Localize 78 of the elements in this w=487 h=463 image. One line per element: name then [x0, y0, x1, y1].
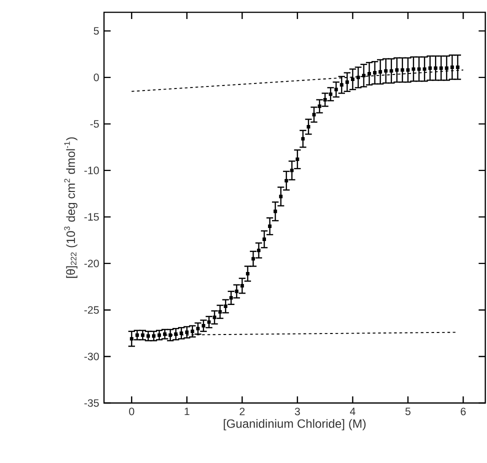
x-tick-label: 1: [184, 408, 190, 416]
point: [135, 333, 139, 337]
point: [434, 66, 438, 70]
point: [207, 320, 211, 324]
point: [395, 68, 399, 72]
y-tick-label: -15: [84, 213, 99, 221]
y-tick-label: -25: [84, 306, 99, 314]
point: [279, 194, 283, 198]
point: [274, 210, 278, 214]
point: [417, 67, 421, 71]
point: [362, 74, 366, 78]
point: [185, 330, 189, 334]
point: [368, 72, 372, 76]
point: [234, 290, 238, 294]
point: [378, 70, 382, 74]
point: [174, 332, 178, 336]
point: [306, 124, 310, 128]
point: [180, 331, 184, 335]
y-tick-label: -10: [84, 166, 99, 174]
x-tick-label: 2: [240, 408, 245, 416]
x-tick-label: 4: [350, 408, 356, 416]
point: [190, 330, 194, 334]
x-tick-label: 6: [460, 408, 466, 416]
point: [212, 316, 216, 320]
point: [196, 326, 200, 330]
point: [251, 257, 255, 261]
y-tick-label: 5: [94, 27, 99, 35]
point: [296, 158, 300, 162]
point: [328, 92, 332, 96]
x-tick-label: 0: [129, 408, 134, 416]
point: [406, 68, 410, 72]
point: [301, 137, 305, 141]
point: [284, 178, 288, 182]
point: [450, 65, 454, 69]
point: [384, 69, 388, 73]
point: [318, 104, 322, 108]
point: [323, 98, 327, 102]
point: [350, 78, 354, 82]
x-axis-title: [Guanidinium Chloride] (M): [224, 419, 366, 430]
point: [224, 304, 228, 308]
point: [345, 80, 349, 84]
point: [168, 333, 172, 337]
text: [θ]$_{222}$ (10$^{3}$ deg cm$^{2}$ dmol$^{-1}$): [64, 137, 78, 278]
point: [268, 224, 272, 228]
point: [400, 68, 404, 72]
point: [340, 83, 344, 87]
point: [218, 310, 222, 314]
point: [428, 66, 432, 70]
y-tick-label: -20: [84, 260, 99, 268]
point: [158, 333, 161, 337]
point: [356, 76, 360, 80]
point: [229, 296, 233, 300]
point: [412, 67, 416, 71]
x-tick-label: 3: [294, 408, 300, 416]
y-tick-label: -35: [84, 399, 99, 407]
point: [130, 337, 134, 341]
point: [262, 238, 266, 242]
point: [202, 324, 206, 328]
point: [390, 69, 394, 73]
point: [146, 334, 150, 338]
y-tick-label: -5: [90, 120, 99, 128]
point: [373, 71, 377, 75]
point: [163, 332, 167, 336]
point: [290, 168, 294, 172]
point: [334, 88, 338, 92]
point: [312, 112, 316, 116]
point: [444, 66, 448, 70]
point: [240, 284, 244, 288]
x-tick-label: 5: [405, 408, 410, 416]
point: [456, 65, 460, 69]
point: [246, 272, 250, 276]
y-tick-label: -30: [84, 352, 99, 360]
point: [140, 333, 144, 337]
point: [152, 334, 156, 338]
point: [422, 67, 426, 71]
point: [257, 248, 260, 252]
y-tick-label: 0: [94, 74, 99, 82]
point: [439, 66, 443, 70]
